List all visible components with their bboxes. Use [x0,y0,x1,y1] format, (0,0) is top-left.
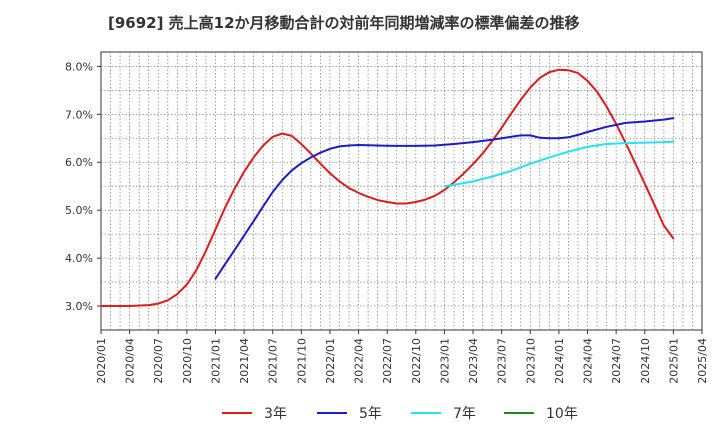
legend-label-0: 3年 [264,406,287,422]
chart-title: [9692] 売上高12か月移動合計の対前年同期増減率の標準偏差の推移 [108,14,580,32]
y-tick-label: 5.0% [65,204,93,217]
x-tick-label: 2024/01 [553,338,566,384]
x-tick-label: 2022/10 [410,338,423,384]
x-tick-label: 2020/07 [152,338,165,384]
x-tick-label: 2020/04 [124,338,137,384]
series-line-2 [443,140,675,188]
x-tick-label: 2022/04 [353,338,366,384]
x-tick-label: 2022/07 [381,338,394,384]
y-tick-label: 8.0% [65,60,93,73]
series-line-1 [214,117,675,280]
x-tick-label: 2023/04 [467,338,480,384]
x-tick-label: 2021/04 [238,338,251,384]
x-tick-label: 2025/01 [667,338,680,384]
legend-label-2: 7年 [453,406,476,422]
series-line-0 [100,68,675,307]
x-tick-label: 2024/04 [582,338,595,384]
plot-area [100,51,703,331]
x-tick-label: 2021/07 [267,338,280,384]
tick-labels: 2020/01 2020/04 2020/07 2020/10 2021/01 2021/… [65,60,709,383]
x-tick-label: 2021/01 [209,338,222,384]
series-layer [100,68,675,307]
y-tick-label: 3.0% [65,300,93,313]
legend-label-3: 10年 [546,406,578,422]
y-tick-label: 6.0% [65,156,93,169]
x-tick-label: 2024/07 [610,338,623,384]
x-tick-label: 2023/10 [524,338,537,384]
x-tick-label: 2023/01 [438,338,451,384]
y-tick-label: 7.0% [65,108,93,121]
x-tick-label: 2023/07 [496,338,509,384]
y-tick-label: 4.0% [65,252,93,265]
x-tick-label: 2022/01 [324,338,337,384]
x-tick-label: 2025/04 [696,338,709,384]
x-tick-label: 2024/10 [639,338,652,384]
grid-layer [100,51,703,331]
x-tick-label: 2020/10 [181,338,194,384]
legend: 3年 5年 7年 10年 [222,406,578,422]
legend-label-1: 5年 [359,406,382,422]
x-tick-label: 2021/10 [295,338,308,384]
x-tick-label: 2020/01 [95,338,108,384]
